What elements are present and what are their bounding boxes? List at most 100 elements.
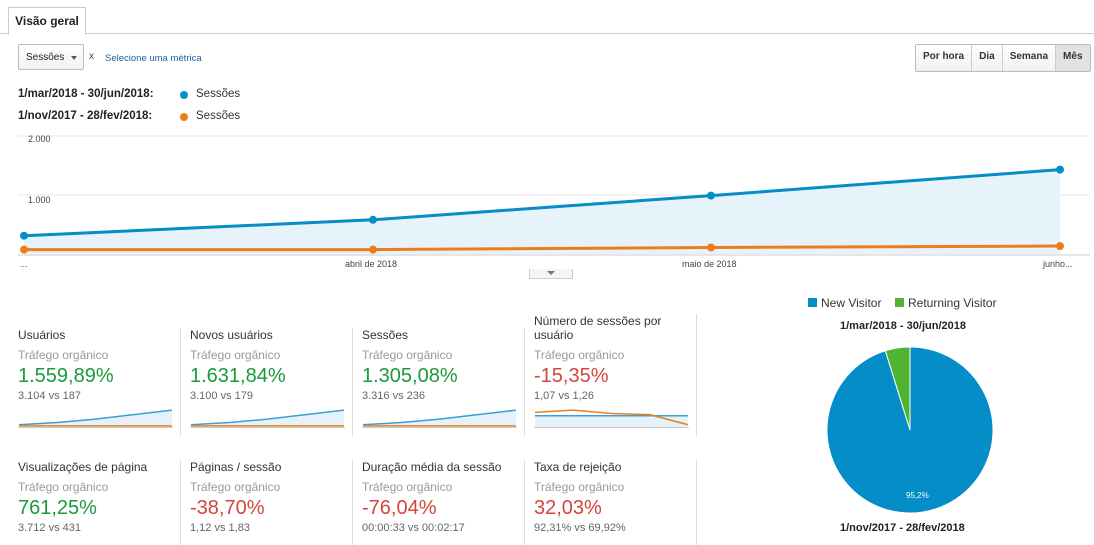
- x-tick-0: ...: [20, 259, 28, 269]
- scorecard[interactable]: Duração média da sessão Tráfego orgânico -…: [362, 460, 517, 534]
- visitor-pie-chart: 95,2%: [826, 346, 994, 514]
- legend-returning-visitor-label: Returning Visitor: [908, 296, 997, 310]
- scorecard-compare: 3.104 vs 187: [18, 390, 81, 402]
- data-point[interactable]: [20, 245, 28, 254]
- scorecard-segment: Tráfego orgânico: [362, 480, 453, 494]
- card-separator: [352, 328, 353, 436]
- x-tick-1: abril de 2018: [345, 259, 398, 269]
- scorecard[interactable]: Usuários Tráfego orgânico 1.559,89% 3.104 v…: [18, 328, 173, 429]
- scorecard-title: Número de sessões por usuário: [534, 314, 662, 342]
- sparkline-area: [535, 415, 688, 427]
- scorecard-title: Duração média da sessão: [362, 460, 502, 474]
- period-week-button[interactable]: Semana: [1002, 45, 1057, 71]
- data-point[interactable]: [1056, 165, 1064, 174]
- scorecard-compare: 3.316 vs 236: [362, 390, 425, 402]
- scorecard[interactable]: Novos usuários Tráfego orgânico 1.631,84% 3…: [190, 328, 345, 429]
- scorecard-compare: 1,07 vs 1,26: [534, 390, 594, 402]
- scorecard-change: 1.305,08%: [362, 365, 458, 387]
- metric-select[interactable]: Sessões: [18, 44, 84, 70]
- scorecard-change: -76,04%: [362, 497, 437, 519]
- x-tick-2: maio de 2018: [682, 259, 737, 269]
- scorecard-change: 1.559,89%: [18, 365, 114, 387]
- card-separator: [696, 314, 697, 436]
- scorecard-compare: 3.100 vs 179: [190, 390, 253, 402]
- card-separator: [524, 460, 525, 545]
- data-point[interactable]: [1056, 242, 1064, 251]
- scorecard-segment: Tráfego orgânico: [190, 480, 281, 494]
- period-hour-button[interactable]: Por hora: [916, 45, 973, 71]
- card-separator: [180, 328, 181, 436]
- scorecard-segment: Tráfego orgânico: [534, 348, 625, 362]
- series-current-line: [23, 168, 1061, 238]
- pie-title-top: 1/mar/2018 - 30/jun/2018: [840, 320, 966, 332]
- scorecard-sparkline: [362, 409, 517, 428]
- scorecard-change: 761,25%: [18, 497, 97, 519]
- scorecard-compare: 92,31% vs 69,92%: [534, 522, 626, 534]
- scorecard-change: 1.631,84%: [190, 365, 286, 387]
- y-tick-2000: 2.000: [28, 134, 51, 144]
- scorecard-segment: Tráfego orgânico: [534, 480, 625, 494]
- scorecard-sparkline: [18, 409, 173, 428]
- scorecard-title: Sessões: [362, 328, 409, 342]
- scorecard-title: Páginas / sessão: [190, 460, 282, 474]
- data-point[interactable]: [369, 215, 377, 224]
- series-current-label: Sessões: [196, 88, 241, 100]
- card-separator: [352, 460, 353, 545]
- legend-new-visitor-label: New Visitor: [821, 296, 882, 310]
- scorecard-change: -15,35%: [534, 365, 609, 387]
- card-separator: [524, 328, 525, 436]
- scorecard-compare: 00:00:33 vs 00:02:17: [362, 522, 465, 534]
- chevron-down-icon: [547, 271, 555, 275]
- scorecard[interactable]: Páginas / sessão Tráfego orgânico -38,70% 1…: [190, 460, 345, 534]
- scorecard-title: Usuários: [18, 328, 66, 342]
- chevron-down-icon: [71, 56, 77, 60]
- x-tick-3: junho...: [1043, 259, 1073, 269]
- pie-slice-returning-visitor[interactable]: [884, 346, 911, 431]
- scorecard-segment: Tráfego orgânico: [362, 348, 453, 362]
- scorecard-segment: Tráfego orgânico: [190, 348, 281, 362]
- period-day-button[interactable]: Dia: [972, 45, 1003, 71]
- sessions-line-chart: [18, 135, 1090, 256]
- scorecard-compare: 1,12 vs 1,83: [190, 522, 250, 534]
- scorecard-change: 32,03%: [534, 497, 602, 519]
- period-toggle: Por hora Dia Semana Mês: [915, 44, 1091, 72]
- scorecard[interactable]: Taxa de rejeição Tráfego orgânico 32,03% 92…: [534, 460, 689, 534]
- scorecard-title: Visualizações de página: [18, 460, 148, 474]
- sparkline-series: [190, 409, 345, 426]
- scorecard-sparkline: [534, 409, 689, 428]
- series-current-area: [24, 169, 1060, 254]
- period-month-button[interactable]: Mês: [1056, 45, 1090, 71]
- card-separator: [180, 460, 181, 545]
- series-previous-dot: [180, 113, 188, 121]
- y-tick-1000: 1.000: [28, 195, 51, 205]
- legend-new-visitor-swatch: [808, 298, 817, 307]
- data-point[interactable]: [707, 191, 715, 200]
- tab-visao-geral[interactable]: Visão geral: [8, 7, 86, 35]
- scorecard-segment: Tráfego orgânico: [18, 348, 109, 362]
- scorecard-change: -38,70%: [190, 497, 265, 519]
- scorecard[interactable]: Sessões Tráfego orgânico 1.305,08% 3.316 vs…: [362, 328, 517, 429]
- sparkline-series: [18, 409, 173, 426]
- series-current-dot: [180, 91, 188, 99]
- remove-metric-button[interactable]: x: [89, 51, 94, 62]
- scorecard[interactable]: Visualizações de página Tráfego orgânico 7…: [18, 460, 173, 534]
- sparkline-series: [534, 409, 689, 426]
- scorecard-title: Taxa de rejeição: [534, 460, 622, 474]
- sparkline-series: [362, 409, 517, 426]
- tab-divider: [0, 33, 1094, 34]
- scorecard-title: Novos usuários: [190, 328, 273, 342]
- chart-collapse-handle[interactable]: [529, 269, 573, 279]
- series-previous-line: [24, 244, 1061, 252]
- pie-title-bottom: 1/nov/2017 - 28/fev/2018: [840, 522, 965, 534]
- data-point[interactable]: [707, 243, 715, 252]
- card-separator: [696, 460, 697, 545]
- pie-slice-label: 95,2%: [906, 491, 929, 500]
- metric-select-value: Sessões: [26, 52, 65, 63]
- range-previous-label: 1/nov/2017 - 28/fev/2018:: [18, 110, 153, 122]
- scorecard[interactable]: Número de sessões por usuário Tráfego org…: [534, 314, 689, 429]
- data-point[interactable]: [20, 231, 28, 240]
- scorecard-segment: Tráfego orgânico: [18, 480, 109, 494]
- scorecard-compare: 3.712 vs 431: [18, 522, 81, 534]
- data-point[interactable]: [369, 245, 377, 254]
- select-metric-link[interactable]: Selecione uma métrica: [105, 53, 202, 64]
